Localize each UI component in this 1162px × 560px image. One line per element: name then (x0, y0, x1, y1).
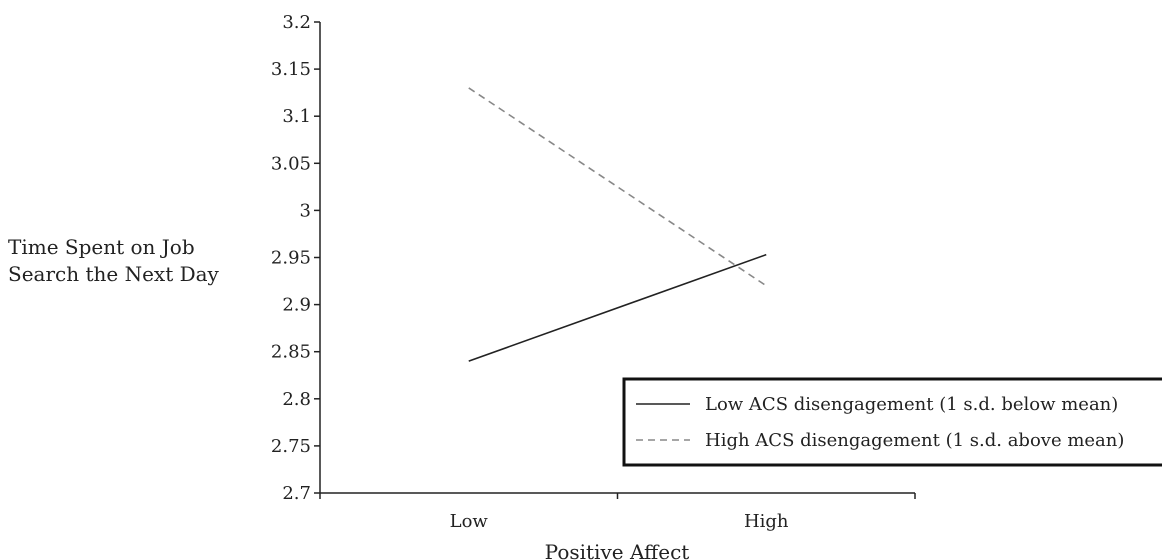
y-tick-label: 3.2 (282, 12, 311, 33)
legend-box (622, 377, 1162, 467)
series-layer (468, 87, 767, 362)
series-line-low-acs (468, 253, 767, 362)
y-tick-label: 2.85 (271, 342, 311, 363)
y-tick-label: 2.8 (282, 389, 311, 410)
legend: Low ACS disengagement (1 s.d. below mean… (622, 377, 1162, 467)
y-tick-label: 2.9 (282, 295, 311, 316)
y-axis-title-line-1: Time Spent on Job (8, 235, 195, 259)
legend-label-high-acs: High ACS disengagement (1 s.d. above mea… (705, 430, 1124, 451)
y-tick-label: 3 (300, 200, 311, 221)
legend-label-low-acs: Low ACS disengagement (1 s.d. below mean… (705, 394, 1118, 415)
series-line-high-acs (468, 87, 767, 287)
y-tick-label: 2.75 (271, 436, 311, 457)
y-tick-label: 3.15 (271, 59, 311, 80)
y-tick-label: 3.05 (271, 153, 311, 174)
y-tick-label: 3.1 (282, 106, 311, 127)
x-axis-title: Positive Affect (545, 540, 690, 560)
y-axis: 2.7 2.75 2.8 2.85 2.9 2.95 3 3.05 3.1 3.15 3.2 (271, 12, 321, 504)
y-tick-label: 2.7 (282, 483, 311, 504)
y-axis-title-line-2: Search the Next Day (8, 262, 220, 286)
x-tick-label: Low (450, 511, 489, 532)
x-axis: Low High (319, 492, 916, 532)
y-tick-label: 2.95 (271, 248, 311, 269)
x-tick-label: High (744, 511, 789, 532)
